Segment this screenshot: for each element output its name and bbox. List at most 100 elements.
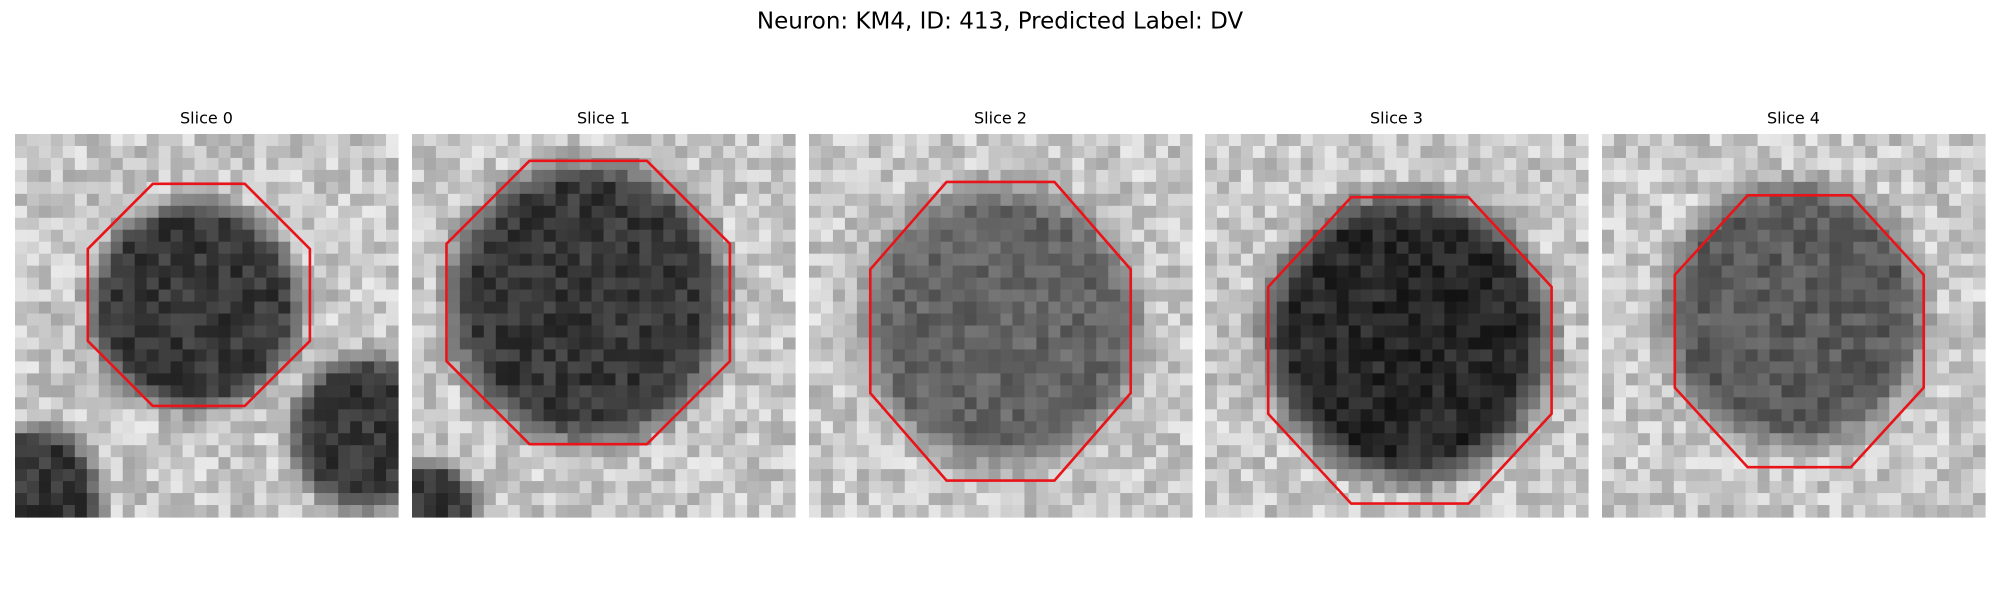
- pixel: [1324, 157, 1338, 171]
- pixel: [916, 265, 930, 279]
- pixel: [543, 313, 557, 327]
- pixel: [1432, 421, 1445, 434]
- pixel: [254, 505, 267, 518]
- pixel: [1252, 217, 1266, 231]
- pixel: [1288, 217, 1302, 231]
- pixel: [759, 134, 772, 147]
- pixel: [651, 277, 664, 291]
- pixel: [266, 433, 279, 446]
- pixel: [350, 289, 363, 303]
- pixel: [122, 157, 136, 171]
- pixel: [158, 493, 172, 506]
- pixel: [1817, 253, 1831, 267]
- pixel: [531, 205, 545, 219]
- pixel: [218, 157, 232, 171]
- pixel: [86, 181, 100, 195]
- pixel: [1889, 373, 1902, 386]
- pixel: [471, 409, 485, 422]
- pixel: [1228, 241, 1242, 255]
- pixel: [832, 505, 846, 518]
- pixel: [170, 289, 184, 303]
- pixel: [964, 301, 978, 315]
- pixel: [1901, 169, 1914, 183]
- pixel: [1096, 301, 1109, 315]
- pixel: [1300, 433, 1314, 446]
- pixel: [134, 205, 148, 219]
- pixel: [1552, 457, 1565, 470]
- pixel: [1625, 337, 1639, 351]
- pixel: [1781, 217, 1795, 231]
- pixel: [483, 277, 497, 291]
- pixel: [1276, 397, 1290, 410]
- pixel: [687, 241, 700, 255]
- pixel: [832, 433, 846, 446]
- pixel: [1360, 505, 1374, 518]
- pixel: [314, 457, 327, 470]
- pixel: [555, 397, 569, 410]
- pixel: [1925, 373, 1938, 386]
- pixel: [1661, 445, 1675, 458]
- pixel: [1036, 241, 1049, 255]
- pixel: [952, 313, 966, 327]
- pixel: [1805, 253, 1819, 267]
- pixel: [170, 337, 184, 351]
- pixel: [423, 265, 437, 279]
- pixel: [892, 289, 906, 303]
- pixel: [735, 265, 748, 279]
- pixel: [459, 181, 473, 195]
- pixel: [386, 313, 399, 327]
- pixel: [1456, 277, 1469, 291]
- pixel: [1709, 349, 1723, 363]
- pixel: [988, 301, 1002, 315]
- pixel: [1721, 397, 1735, 410]
- pixel: [1096, 385, 1109, 398]
- pixel: [1865, 409, 1878, 422]
- pixel: [1516, 169, 1529, 183]
- pixel: [182, 433, 196, 446]
- pixel: [1240, 373, 1254, 386]
- pixel: [242, 313, 255, 327]
- pixel: [519, 134, 533, 147]
- pixel: [1348, 253, 1362, 267]
- pixel: [374, 217, 387, 231]
- pixel: [868, 313, 882, 327]
- pixel: [711, 134, 724, 147]
- pixel: [412, 289, 425, 303]
- pixel: [519, 349, 533, 363]
- pixel: [1841, 445, 1854, 458]
- pixel: [1937, 134, 1950, 147]
- pixel: [809, 277, 822, 291]
- pixel: [1528, 277, 1541, 291]
- pixel: [218, 301, 232, 315]
- pixel: [1168, 409, 1181, 422]
- pixel: [555, 433, 569, 446]
- pixel: [266, 325, 279, 339]
- pixel: [1552, 493, 1565, 506]
- pixel: [38, 229, 52, 243]
- pixel: [170, 409, 184, 422]
- pixel: [1408, 265, 1422, 279]
- pixel: [1012, 241, 1026, 255]
- pixel: [1576, 373, 1589, 386]
- pixel: [1733, 433, 1747, 446]
- pixel: [350, 253, 363, 267]
- pixel: [1348, 217, 1362, 231]
- pixel: [194, 145, 208, 159]
- pixel: [1901, 181, 1914, 195]
- pixel: [952, 493, 966, 506]
- pixel: [350, 134, 363, 147]
- pixel: [1709, 325, 1723, 339]
- pixel: [483, 134, 497, 147]
- pixel: [1372, 385, 1386, 398]
- pixel: [1602, 205, 1615, 219]
- pixel: [1889, 313, 1902, 327]
- pixel: [1757, 145, 1771, 159]
- pixel: [1468, 229, 1481, 243]
- pixel: [1949, 217, 1962, 231]
- pixel: [1841, 337, 1854, 351]
- pixel: [1336, 421, 1350, 434]
- pixel: [940, 421, 954, 434]
- pixel: [1576, 253, 1589, 267]
- pixel: [543, 445, 557, 458]
- pixel: [1156, 457, 1169, 470]
